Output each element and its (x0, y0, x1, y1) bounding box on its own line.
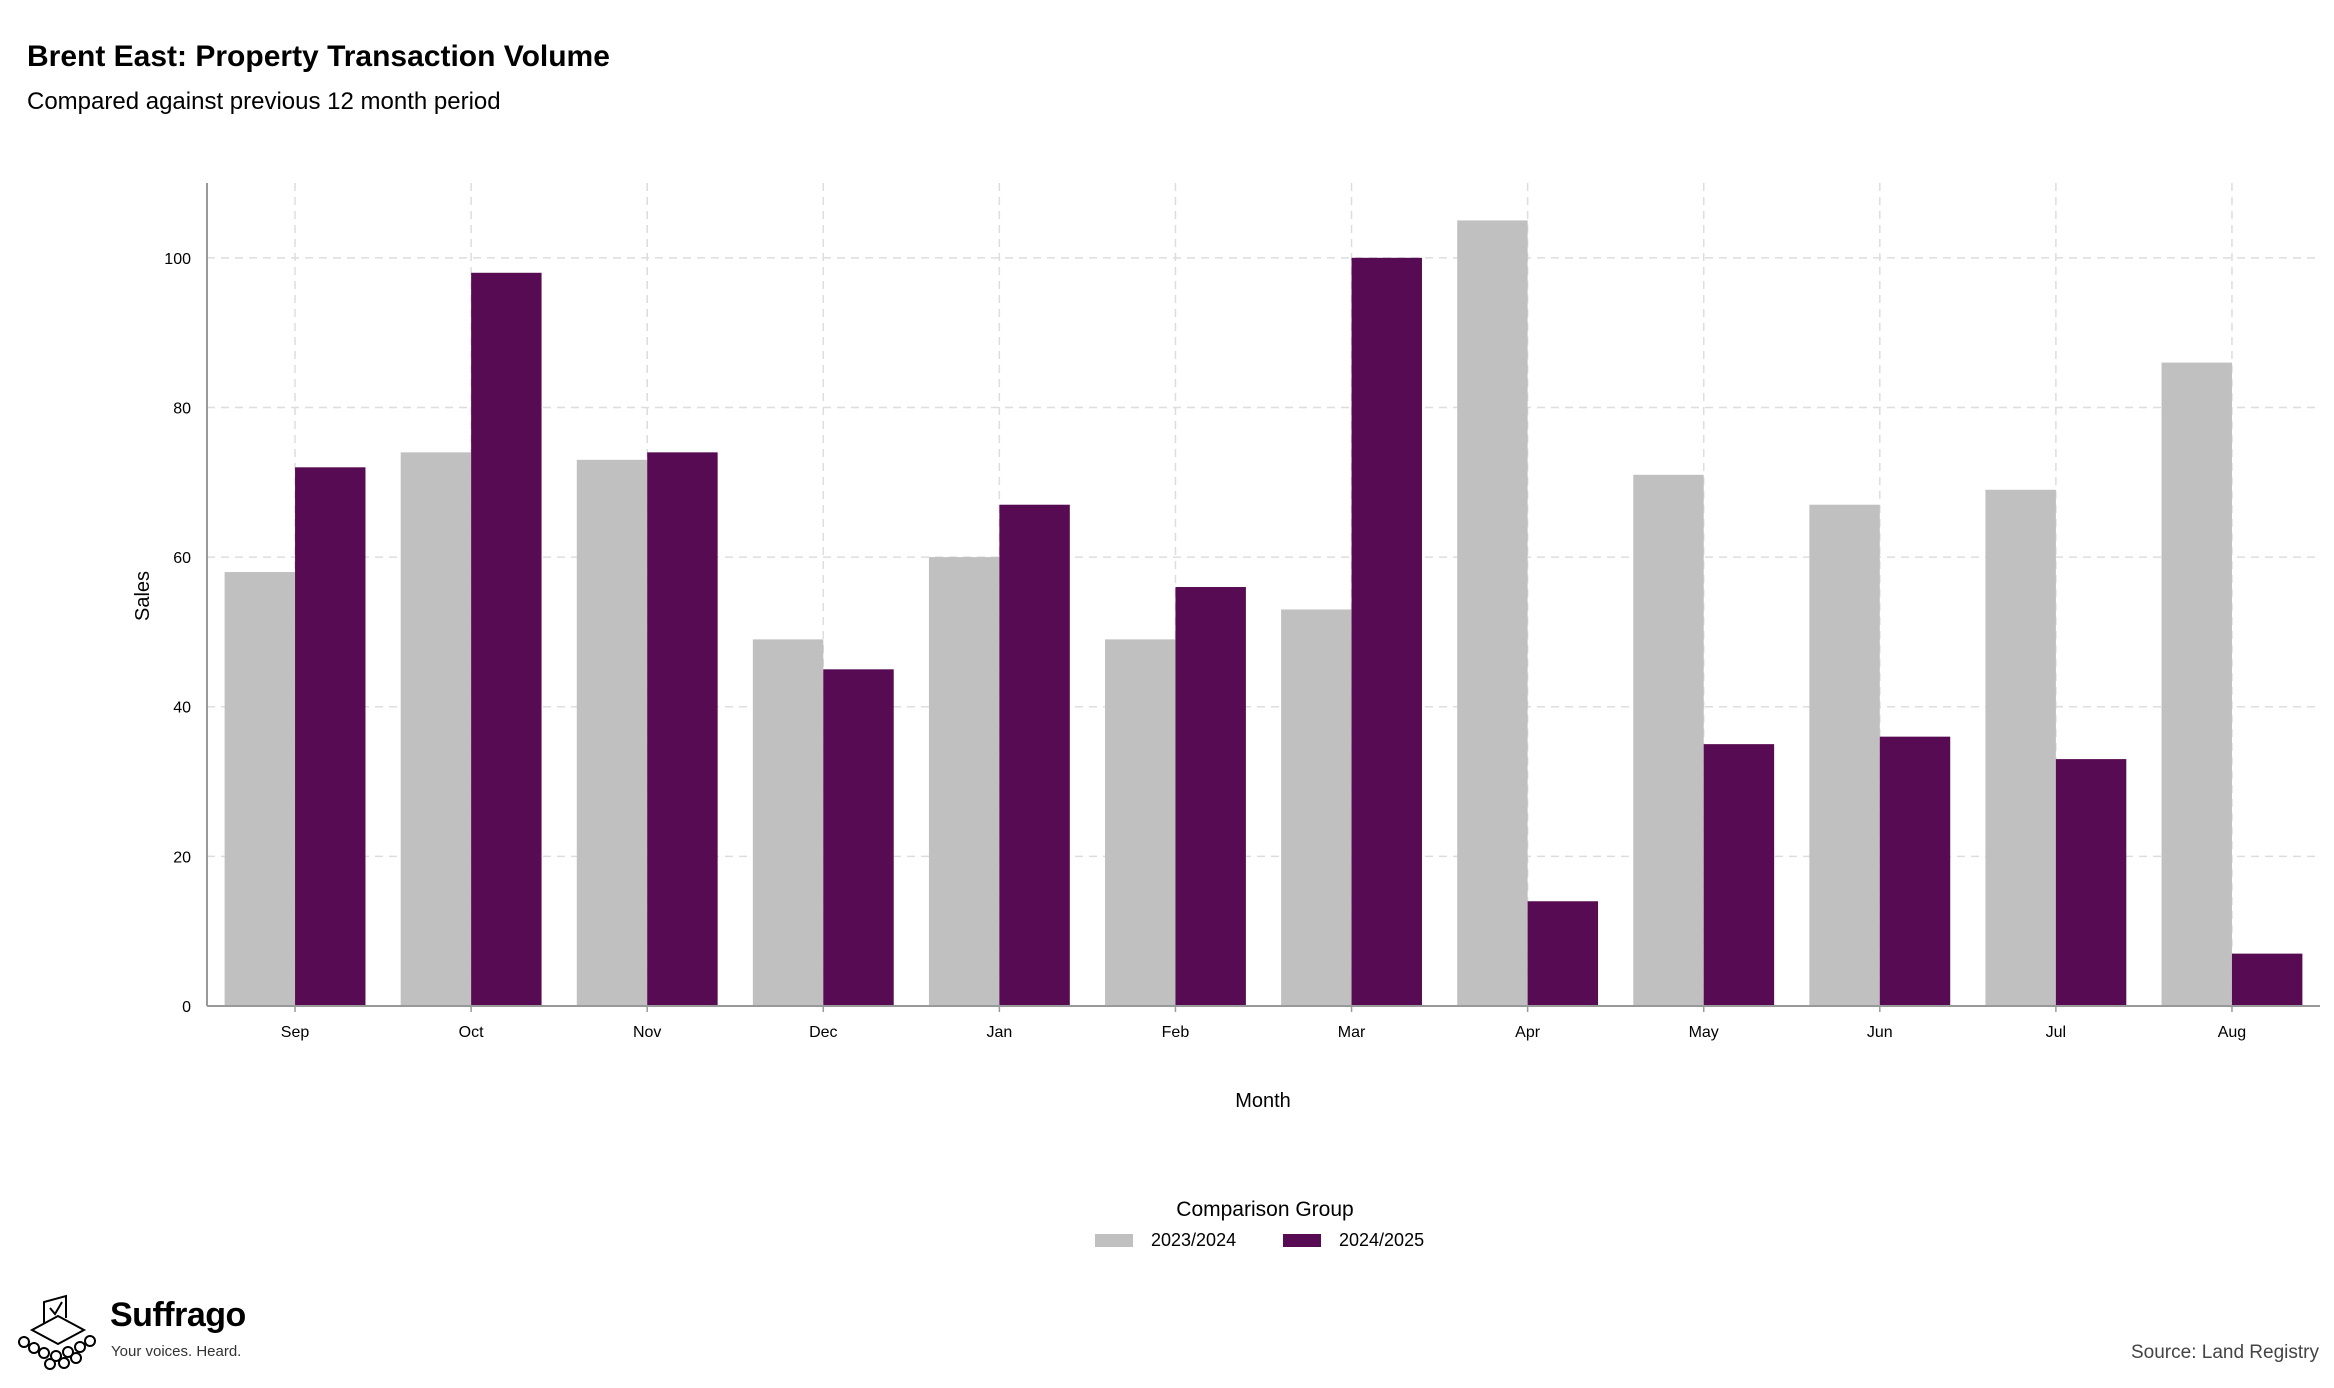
legend-title: Comparison Group (1176, 1198, 1354, 1221)
y-tick-label: 0 (182, 999, 191, 1016)
bar-2023-2024-may (1633, 474, 1704, 1007)
bar-2024-2025-dec (823, 669, 894, 1006)
legend-item-2023-2024: 2023/2024 (1095, 1230, 1236, 1251)
bar-2024-2025-jul (2055, 759, 2127, 1006)
legend-item-2024-2025: 2024/2025 (1283, 1230, 1424, 1251)
bar-2024-2025-feb (1175, 587, 1246, 1006)
bar-2023-2024-aug (2161, 362, 2232, 1007)
bar-2024-2025-jun (1879, 736, 1951, 1006)
bar-2023-2024-nov (576, 459, 648, 1006)
bar-2023-2024-dec (752, 639, 824, 1006)
bar-2023-2024-jul (1985, 489, 2056, 1007)
axes: 0 20 40 60 80 100 Sep Oct Nov Dec Jan Feb Mar Apr May J… (164, 183, 2320, 1041)
bar-2024-2025-apr (1527, 901, 1599, 1006)
x-tick-label: Nov (633, 1024, 661, 1041)
legend-swatch-2024-2025 (1283, 1234, 1321, 1247)
x-tick-label: Mar (1338, 1024, 1366, 1041)
legend-label-2023-2024: 2023/2024 (1151, 1230, 1237, 1250)
source-note: Source: Land Registry (2131, 1342, 2319, 1363)
x-tick-label: Dec (809, 1024, 837, 1041)
bar-2023-2024-apr (1457, 220, 1528, 1007)
bar-2024-2025-may (1703, 744, 1775, 1006)
bar-chart: 0 20 40 60 80 100 Sep Oct Nov Dec Jan Feb Mar Apr May J… (132, 183, 2320, 1112)
bar-2023-2024-jun (1809, 504, 1880, 1006)
bar-2024-2025-mar (1351, 257, 1422, 1006)
y-tick-label: 20 (173, 849, 191, 866)
brand-name: Suffrago (110, 1296, 246, 1334)
y-axis-title: Sales (132, 571, 154, 621)
bars (224, 220, 2303, 1007)
x-tick-label: Jul (2046, 1024, 2066, 1041)
legend-swatch-2023-2024 (1095, 1234, 1133, 1247)
legend-label-2024-2025: 2024/2025 (1339, 1230, 1425, 1250)
bar-2023-2024-feb (1105, 639, 1176, 1006)
x-tick-label: May (1689, 1024, 1719, 1041)
bar-2023-2024-oct (400, 452, 472, 1006)
bar-2024-2025-jan (999, 504, 1070, 1006)
bar-2023-2024-mar (1281, 609, 1352, 1006)
bar-2024-2025-nov (647, 452, 718, 1006)
bar-2023-2024-jan (928, 557, 1000, 1006)
chart-subtitle: Compared against previous 12 month perio… (27, 88, 501, 115)
bar-2024-2025-sep (295, 467, 366, 1006)
ballot-box-icon (18, 1294, 96, 1370)
x-tick-label: Oct (459, 1024, 484, 1041)
x-tick-label: Apr (1515, 1024, 1541, 1041)
chart-title: Brent East: Property Transaction Volume (27, 40, 610, 73)
y-tick-label: 60 (173, 550, 191, 567)
bar-2024-2025-aug (2231, 953, 2303, 1006)
y-tick-label: 80 (173, 400, 191, 417)
x-tick-label: Feb (1162, 1024, 1190, 1041)
x-axis-title: Month (1235, 1090, 1291, 1112)
y-tick-label: 40 (173, 700, 191, 717)
x-tick-label: Sep (281, 1024, 310, 1041)
brand-tagline: Your voices. Heard. (111, 1343, 242, 1360)
bar-2024-2025-oct (471, 272, 542, 1006)
x-tick-label: Aug (2218, 1024, 2246, 1041)
y-tick-label: 100 (164, 251, 191, 268)
x-tick-label: Jan (986, 1024, 1012, 1041)
x-tick-label: Jun (1867, 1024, 1893, 1041)
bar-2023-2024-sep (224, 572, 296, 1006)
